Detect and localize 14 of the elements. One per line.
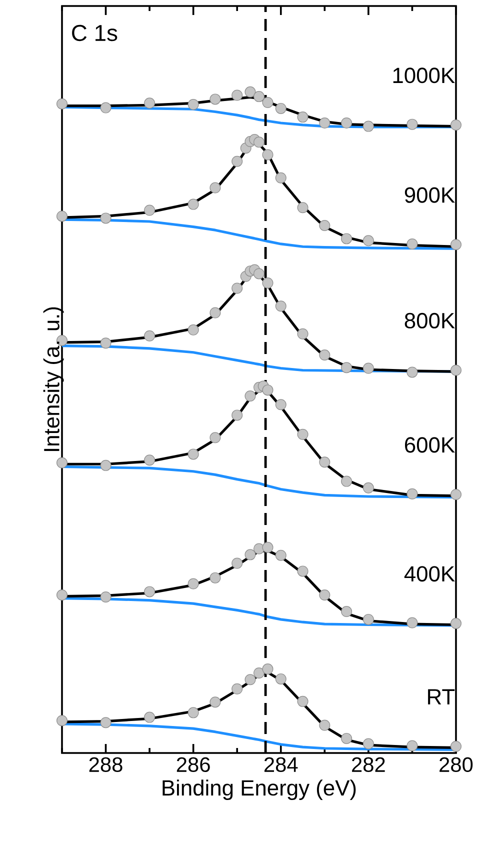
x-tick-label: 288	[89, 757, 122, 772]
y-axis-title: Intensity (a. u.)	[43, 307, 64, 451]
x-tick-label: 280	[440, 757, 473, 772]
x-tick-label: 286	[176, 757, 210, 772]
series-label: 400K	[404, 566, 455, 582]
series-label: 800K	[404, 312, 455, 328]
text: C 1s	[72, 24, 118, 42]
series-label: RT	[428, 689, 455, 704]
series-label: 1000K	[393, 68, 455, 84]
series-label: 600K	[405, 437, 455, 453]
series-label: 900K	[404, 187, 455, 203]
x-axis-title: Binding Energy (eV)	[162, 780, 356, 800]
x-tick-label: 284	[264, 757, 298, 772]
x-tick-label: 282	[352, 757, 385, 772]
